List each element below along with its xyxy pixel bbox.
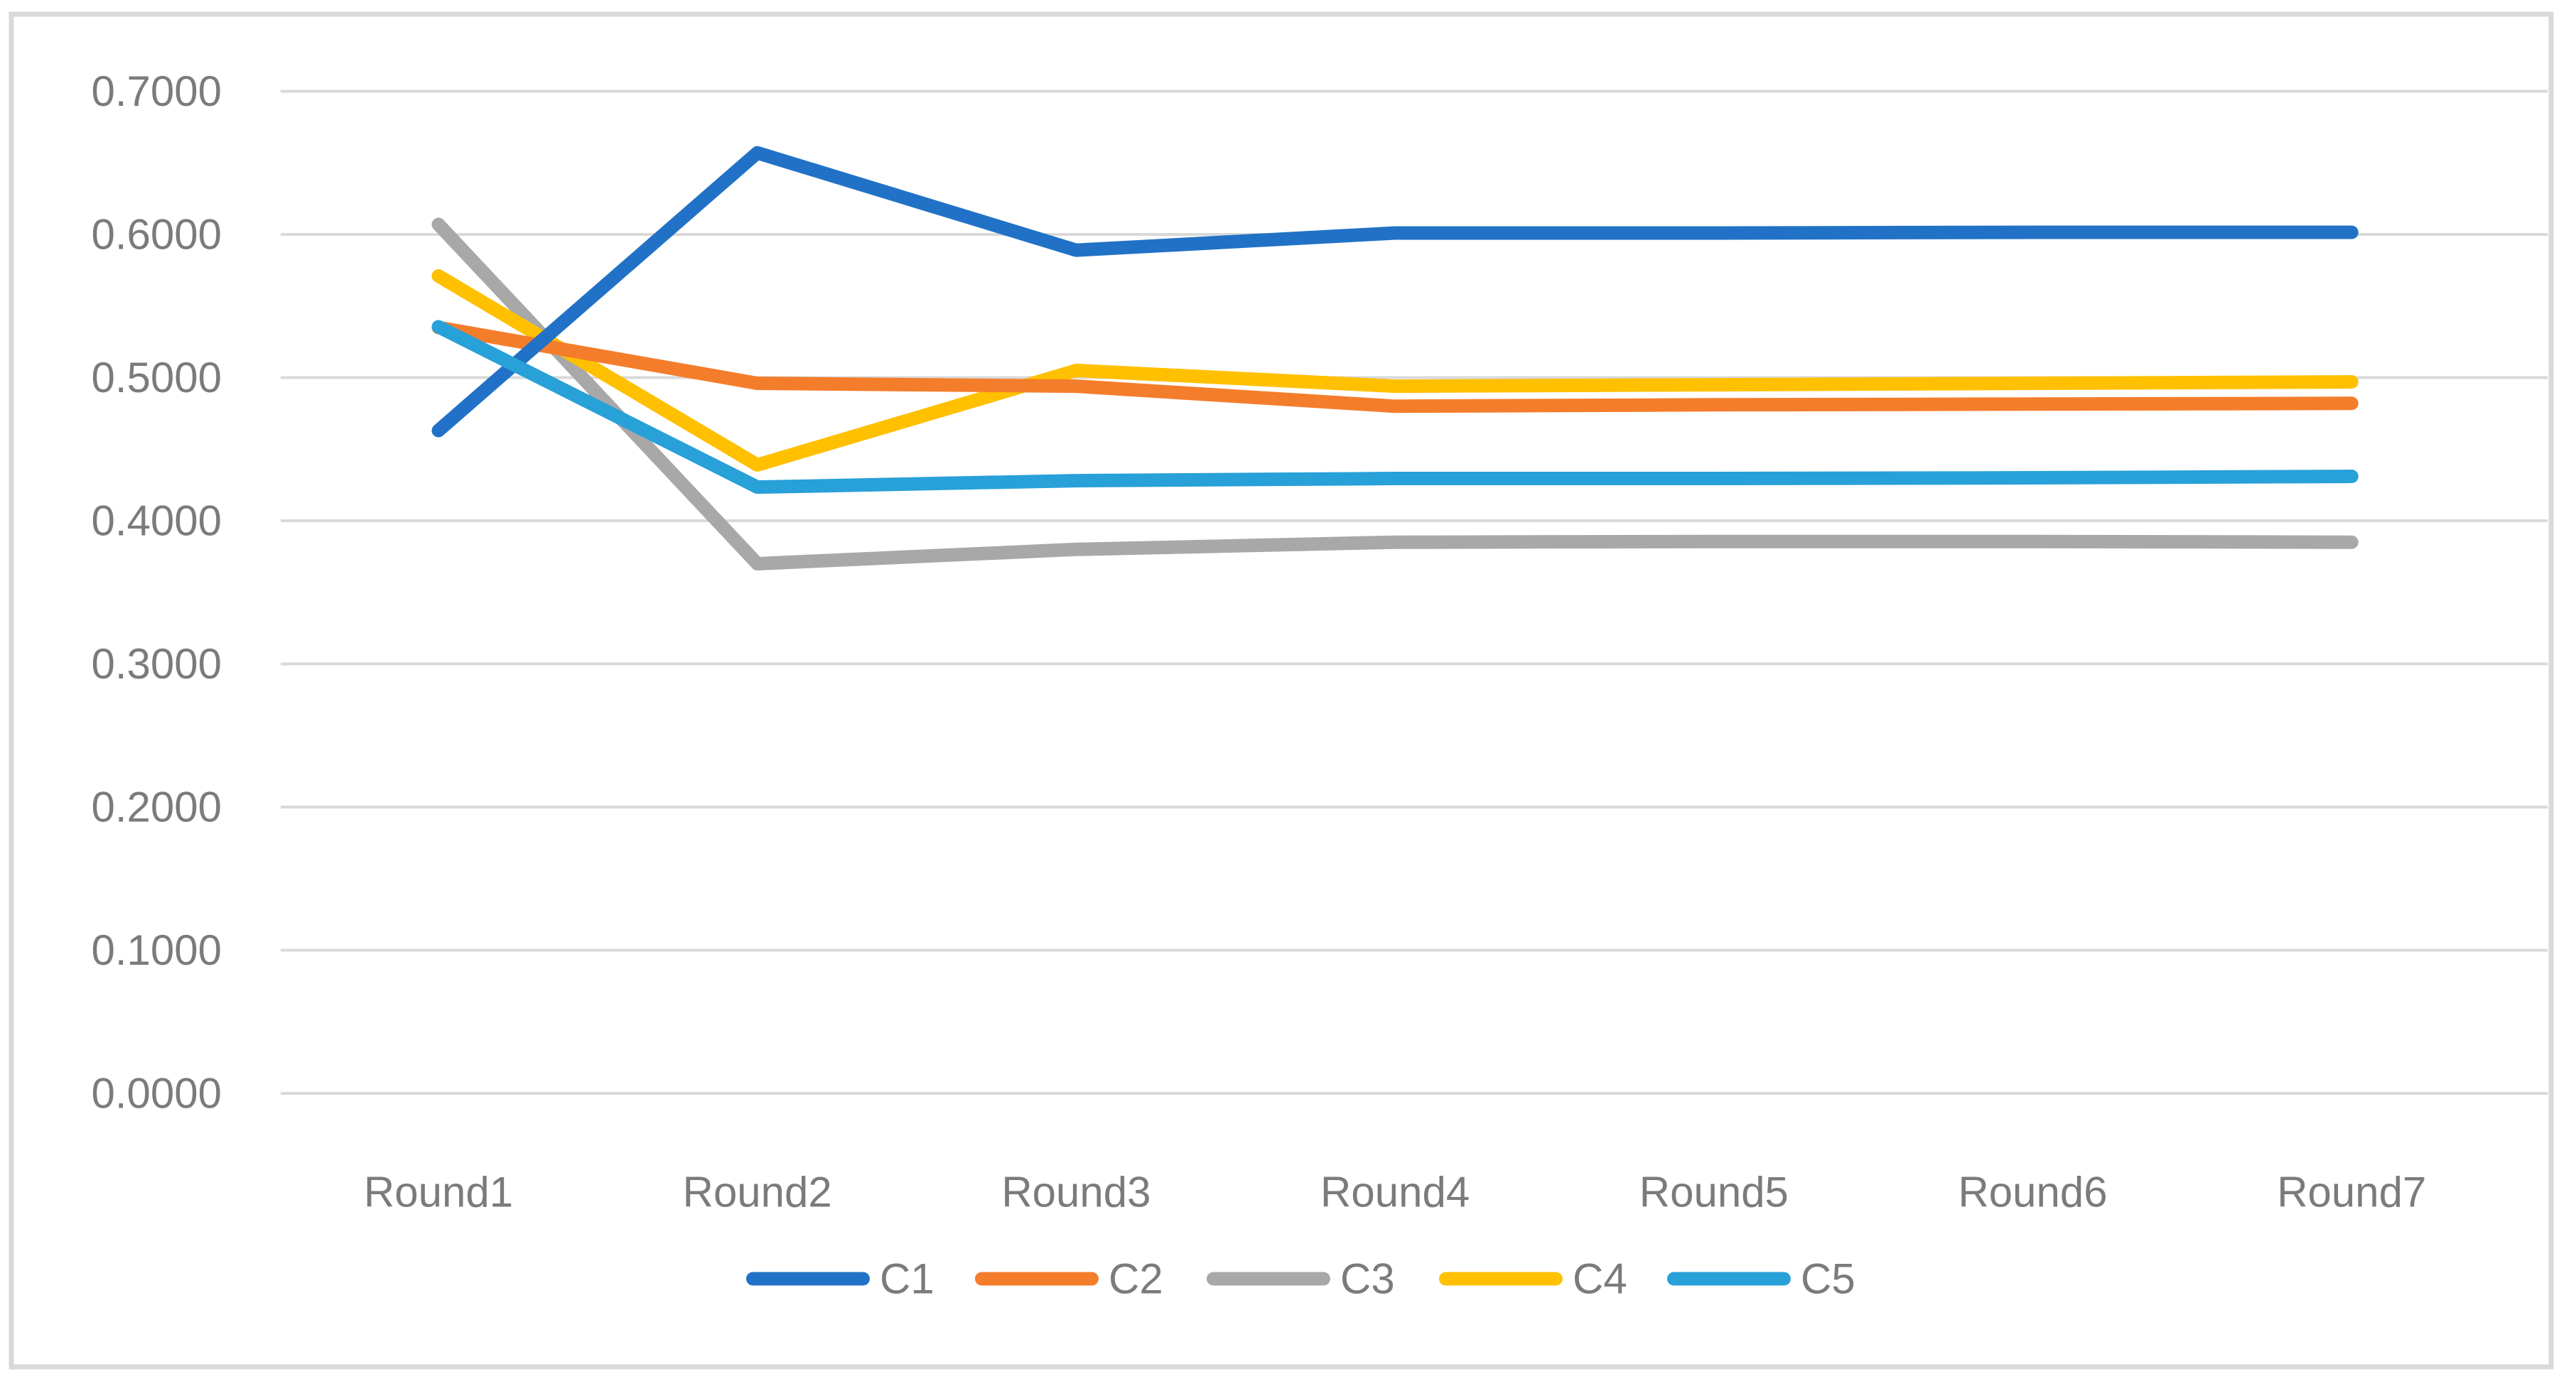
legend-swatch-c5 <box>1667 1272 1791 1286</box>
y-axis-tick-label: 0.5000 <box>91 354 222 401</box>
legend-label-c2: C2 <box>1109 1255 1163 1303</box>
x-axis-category-label: Round7 <box>2277 1169 2426 1216</box>
x-axis-category-label: Round5 <box>1639 1169 1789 1216</box>
x-axis-category-label: Round1 <box>364 1169 513 1216</box>
legend-swatch-c1 <box>746 1272 870 1286</box>
legend-label-c5: C5 <box>1801 1255 1855 1303</box>
series-line-c3 <box>431 217 2359 570</box>
series-line-c5 <box>431 320 2359 494</box>
legend-swatch-c4 <box>1439 1272 1563 1286</box>
y-axis-tick-label: 0.3000 <box>91 640 222 688</box>
series-line-c4 <box>431 269 2359 472</box>
y-axis-tick-label: 0.4000 <box>91 497 222 545</box>
legend-label-c3: C3 <box>1340 1255 1395 1303</box>
y-axis-tick-label: 0.1000 <box>91 926 222 974</box>
y-axis-tick-label: 0.7000 <box>91 67 222 115</box>
y-axis-tick-label: 0.6000 <box>91 211 222 259</box>
series-line-c1 <box>431 146 2359 438</box>
y-axis-tick-label: 0.0000 <box>91 1070 222 1118</box>
y-axis-tick-label: 0.2000 <box>91 784 222 831</box>
x-axis-category-label: Round3 <box>1001 1169 1150 1216</box>
x-axis-category-label: Round4 <box>1320 1169 1470 1216</box>
legend-label-c1: C1 <box>880 1255 934 1303</box>
legend-swatch-c2 <box>975 1272 1099 1286</box>
series-line-c2 <box>431 320 2359 413</box>
x-axis-category-label: Round6 <box>1958 1169 2107 1216</box>
legend-swatch-c3 <box>1207 1272 1330 1286</box>
chart-border <box>9 11 2554 1370</box>
legend-label-c4: C4 <box>1573 1255 1627 1303</box>
x-axis-category-label: Round2 <box>683 1169 832 1216</box>
